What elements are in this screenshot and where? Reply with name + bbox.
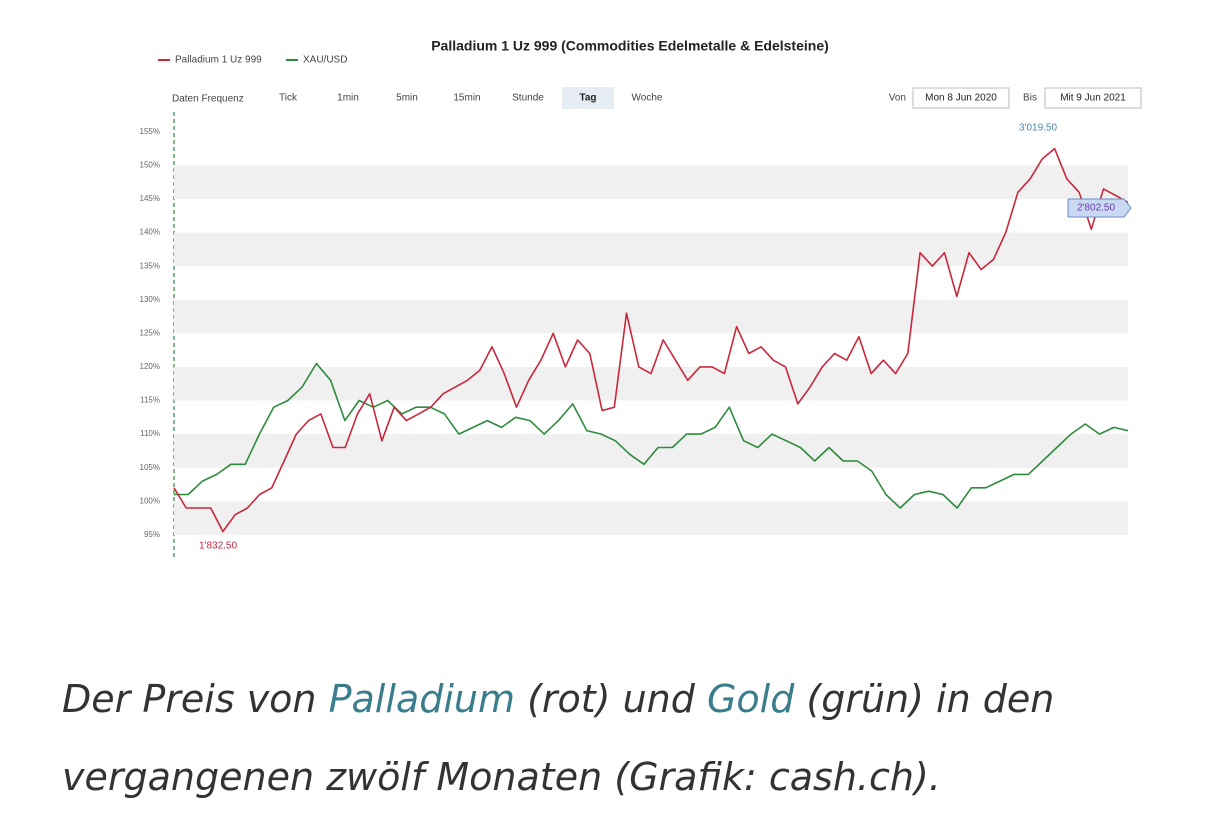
frequency-option[interactable]: Woche <box>632 93 663 104</box>
caption-link[interactable]: Palladium <box>328 677 515 721</box>
caption-text: (rot) und <box>514 677 707 721</box>
frequency-option[interactable]: Stunde <box>512 93 544 104</box>
from-date[interactable]: Mon 8 Jun 2020 <box>925 93 997 104</box>
caption-text: (grün) in den <box>794 677 1055 721</box>
series-line <box>173 147 1129 533</box>
option-highlight <box>562 87 614 109</box>
from-input[interactable] <box>912 87 1010 109</box>
frequency-option[interactable]: Tick <box>279 93 298 104</box>
grid-band <box>174 232 1128 267</box>
chart-title: Palladium 1 Uz 999 (Commodities Edelmeta… <box>431 38 829 54</box>
frequency-option[interactable]: 15min <box>453 93 480 104</box>
caption-link[interactable]: Gold <box>706 677 795 721</box>
y-tick-label: 120% <box>140 362 160 371</box>
to-date[interactable]: Mit 9 Jun 2021 <box>1060 93 1126 104</box>
grid-band <box>174 501 1128 535</box>
y-tick-label: 100% <box>140 496 160 505</box>
y-tick-label: 130% <box>140 295 160 304</box>
min-label: 1'832.50 <box>199 541 237 552</box>
caption: Der Preis von Palladium (rot) und Gold (… <box>62 660 1054 816</box>
grid-band <box>174 434 1128 468</box>
y-tick-label: 115% <box>140 396 160 405</box>
y-tick-label: 105% <box>140 463 160 472</box>
frequency-option[interactable]: 5min <box>396 93 418 104</box>
caption-text: Der Preis von <box>62 677 329 721</box>
frequency-option[interactable]: 1min <box>337 93 359 104</box>
y-tick-label: 140% <box>140 228 160 237</box>
y-tick-label: 155% <box>140 127 160 136</box>
grid-band <box>174 165 1128 199</box>
last-value-label: 2'802.50 <box>1077 203 1115 214</box>
toolbar-label: Daten Frequenz <box>172 94 244 105</box>
frequency-option[interactable]: Tag <box>579 93 596 104</box>
legend-label: Palladium 1 Uz 999 <box>175 55 262 66</box>
grid-band <box>174 299 1128 334</box>
y-tick-label: 150% <box>140 160 160 169</box>
last-value-box <box>1067 198 1132 218</box>
legend-label: XAU/USD <box>303 55 347 66</box>
y-tick-label: 145% <box>140 194 160 203</box>
y-tick-label: 95% <box>144 530 160 539</box>
from-label: Von <box>889 93 906 104</box>
y-tick-label: 125% <box>140 328 160 337</box>
to-label: Bis <box>1023 93 1037 104</box>
max-label: 3'019.50 <box>1019 123 1057 134</box>
y-tick-label: 110% <box>140 429 160 438</box>
y-tick-label: 135% <box>140 261 160 270</box>
to-input[interactable] <box>1044 87 1142 109</box>
series-line <box>174 362 1129 509</box>
chart: Palladium 1 Uz 999 (Commodities Edelmeta… <box>140 38 1142 558</box>
caption-text: vergangenen zwölf Monaten (Grafik: cash.… <box>62 755 941 799</box>
